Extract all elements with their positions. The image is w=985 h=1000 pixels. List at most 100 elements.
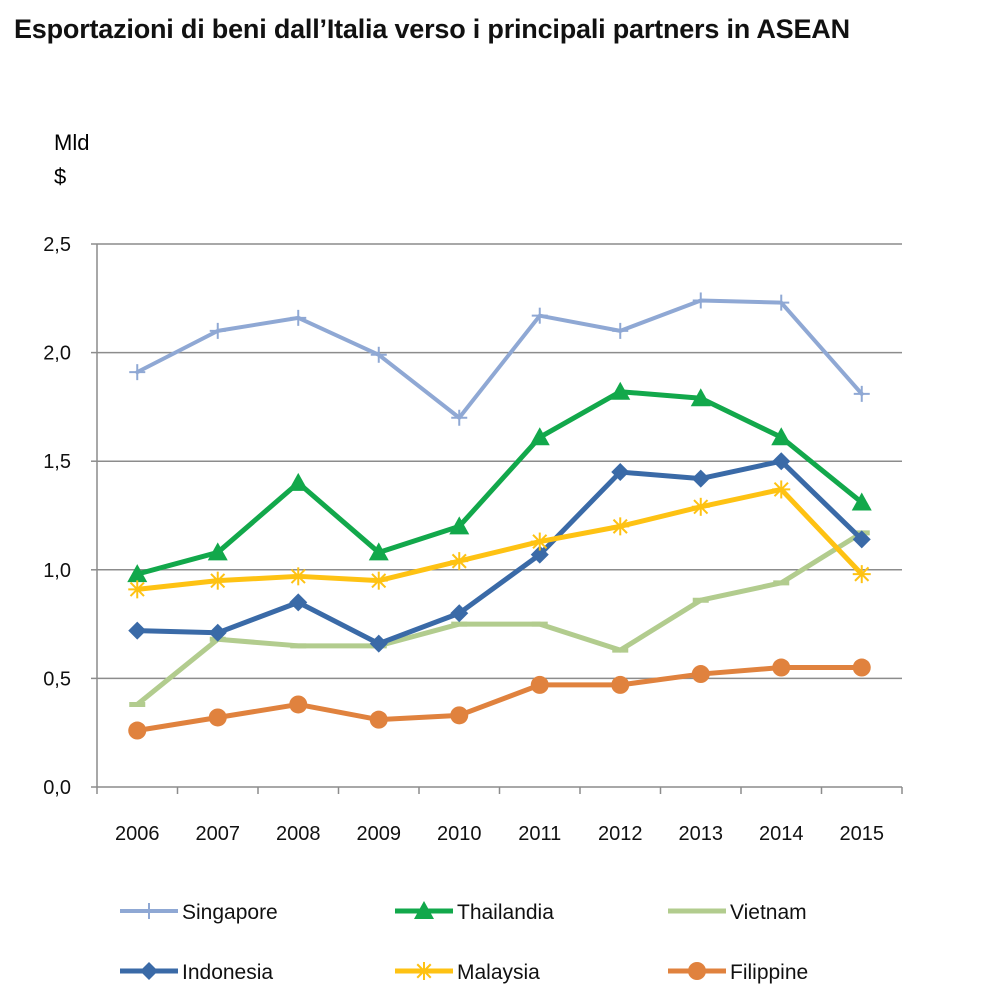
data-point-plus xyxy=(531,307,548,324)
legend-item-filippine: Filippine xyxy=(668,961,808,984)
data-point-star xyxy=(611,517,630,536)
x-tick-label: 2008 xyxy=(276,823,321,845)
data-point-triangle xyxy=(851,492,872,511)
legend-label: Malaysia xyxy=(457,961,540,984)
data-point-circle xyxy=(530,675,549,694)
y-axis-label-line1: Mld xyxy=(54,130,89,155)
x-tick-label: 2006 xyxy=(115,823,160,845)
data-point-plus xyxy=(129,364,146,381)
data-point-star xyxy=(369,571,388,590)
legend-label: Thailandia xyxy=(457,901,554,924)
data-point-triangle xyxy=(127,564,148,583)
data-point-circle xyxy=(450,706,469,725)
data-point-diamond xyxy=(772,452,791,471)
data-point-star xyxy=(691,497,710,516)
data-point-star xyxy=(772,480,791,499)
data-point-triangle xyxy=(771,427,792,446)
data-point-circle xyxy=(852,658,871,677)
legend-item-indonesia: Indonesia xyxy=(120,961,273,984)
series-line xyxy=(134,665,865,734)
legend-label: Singapore xyxy=(182,901,278,924)
data-point-plus xyxy=(141,903,157,919)
data-point-star xyxy=(128,580,147,599)
series-line xyxy=(135,298,864,420)
data-point-plus xyxy=(290,309,307,326)
data-point-triangle xyxy=(288,472,309,491)
data-point-plus xyxy=(692,292,709,309)
legend-label: Filippine xyxy=(730,961,808,984)
data-point-triangle xyxy=(207,542,228,561)
data-point-diamond xyxy=(289,593,308,612)
x-tick-label: 2014 xyxy=(759,823,804,845)
x-tick-label: 2015 xyxy=(840,823,885,845)
data-point-circle xyxy=(688,962,706,980)
data-point-diamond xyxy=(691,469,710,488)
legend-item-singapore: Singapore xyxy=(120,901,278,924)
grid-lines xyxy=(97,243,902,680)
data-point-diamond xyxy=(450,604,469,623)
data-point-triangle xyxy=(414,901,434,919)
data-point-circle xyxy=(369,710,388,729)
data-point-circle xyxy=(691,665,710,684)
data-point-star xyxy=(530,532,549,551)
series-line xyxy=(134,486,865,592)
y-tick-label: 2,5 xyxy=(43,234,71,256)
y-axis-label-line2: $ xyxy=(54,164,66,189)
data-point-diamond xyxy=(611,463,630,482)
data-point-diamond xyxy=(128,621,147,640)
series-line xyxy=(134,389,865,577)
data-point-plus xyxy=(853,385,870,402)
series-line xyxy=(134,530,865,707)
y-tick-label: 1,0 xyxy=(43,560,71,582)
data-point-triangle xyxy=(449,516,470,535)
data-point-star xyxy=(450,552,469,571)
x-tick-label: 2007 xyxy=(196,823,241,845)
data-point-star xyxy=(852,565,871,584)
data-point-triangle xyxy=(690,388,711,407)
x-tick-label: 2011 xyxy=(518,823,561,845)
data-point-star xyxy=(208,571,227,590)
x-tick-label: 2009 xyxy=(357,823,402,845)
series-lines xyxy=(127,292,872,740)
legend-label: Vietnam xyxy=(730,901,807,924)
y-tick-label: 0,0 xyxy=(43,777,71,799)
series-malaysia xyxy=(128,480,871,599)
x-tick-label: 2013 xyxy=(679,823,724,845)
series-thailandia xyxy=(127,381,872,583)
data-point-plus xyxy=(370,346,387,363)
data-point-triangle xyxy=(529,427,550,446)
data-point-diamond xyxy=(530,545,549,564)
data-point-diamond xyxy=(369,634,388,653)
data-point-plus xyxy=(773,294,790,311)
data-point-star xyxy=(415,962,433,980)
data-point-circle xyxy=(772,658,791,677)
series-indonesia xyxy=(128,452,871,653)
data-point-diamond xyxy=(208,623,227,642)
axes: 0,0 0,5 1,0 1,5 2,0 2,5 2006 2007 2008 2009 2010 20… xyxy=(43,234,903,845)
data-point-plus xyxy=(209,322,226,339)
x-tick-label: 2010 xyxy=(437,823,482,845)
series-filippine xyxy=(128,658,871,740)
legend-item-malaysia: Malaysia xyxy=(395,961,540,984)
legend-item-thailandia: Thailandia xyxy=(395,901,554,924)
data-point-diamond xyxy=(140,962,158,980)
chart-title: Esportazioni di beni dall’Italia verso i… xyxy=(14,14,850,44)
y-tick-label: 0,5 xyxy=(43,668,71,690)
data-point-plus xyxy=(451,409,468,426)
data-point-circle xyxy=(289,695,308,714)
y-tick-label: 1,5 xyxy=(43,451,71,473)
y-tick-label: 2,0 xyxy=(43,343,71,365)
data-point-circle xyxy=(208,708,227,727)
data-point-circle xyxy=(128,721,147,740)
data-point-circle xyxy=(611,675,630,694)
legend: Singapore Thailandia Vietnam Indonesia Malay… xyxy=(120,901,808,984)
data-point-plus xyxy=(612,322,629,339)
data-point-triangle xyxy=(368,542,389,561)
series-line xyxy=(134,458,865,647)
data-point-star xyxy=(289,567,308,586)
data-point-triangle xyxy=(610,381,631,400)
legend-label: Indonesia xyxy=(182,961,273,984)
data-point-diamond xyxy=(852,530,871,549)
legend-item-vietnam: Vietnam xyxy=(668,901,807,924)
